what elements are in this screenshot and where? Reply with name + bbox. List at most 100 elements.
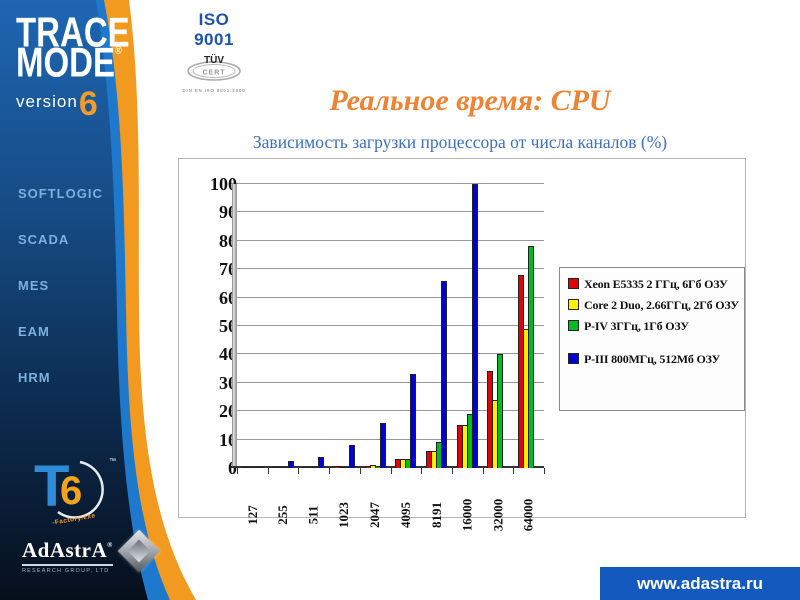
y-tick-label: 70 — [219, 259, 237, 280]
x-axis-tick — [298, 468, 300, 474]
gridline — [231, 211, 544, 213]
x-axis-tick — [513, 468, 515, 474]
svg-text:TÜV: TÜV — [204, 53, 224, 66]
bar-series2-cat9 — [528, 246, 535, 468]
tuv-cert-icon: TÜV CERT — [186, 52, 242, 87]
registered-mark: ® — [115, 44, 122, 57]
sidebar-panel — [0, 0, 148, 600]
y-tick-label: 80 — [219, 230, 237, 251]
bar-series3-cat4 — [379, 422, 386, 468]
sidebar-item-hrm[interactable]: HRM — [18, 370, 51, 385]
y-tick-label: 100 — [210, 174, 237, 194]
legend-marker — [568, 353, 579, 365]
plot-area: 0 10 20 30 40 50 60 70 80 90 100 — [210, 174, 545, 478]
x-axis-tick — [421, 468, 423, 474]
x-tick-label: 8191 — [428, 502, 444, 528]
x-axis-tick — [390, 468, 392, 474]
slide-title: Реальное время: CPU — [329, 84, 611, 117]
iso-9001-label: ISO 9001 — [194, 10, 234, 49]
gridline — [231, 381, 544, 383]
gridline — [231, 325, 544, 326]
legend-item-0: Xeon E5335 2 ГГц, 6Гб ОЗУ — [568, 277, 741, 291]
iso-9001-block: ISO 9001 TÜV CERT DIN EN ISO 9001:2000 — [177, 10, 251, 93]
sidebar-item-softlogic[interactable]: SOFTLOGIC — [18, 186, 103, 201]
bar-series3-cat7 — [471, 184, 478, 468]
t6-arc-icon — [57, 460, 104, 519]
bar-series3-cat5 — [410, 374, 417, 468]
t6-letter-t: T — [34, 454, 70, 519]
registered-mark: ® — [107, 541, 113, 549]
t6-factory-logo: T 6 ™ -Factory.exe — [32, 458, 116, 530]
y-tick-label: 40 — [219, 344, 237, 365]
x-tick-label: 1023 — [336, 502, 352, 528]
sidebar-item-mes[interactable]: MES — [18, 278, 50, 293]
x-axis-tick — [544, 468, 545, 474]
gridline — [231, 353, 544, 355]
gridline — [231, 268, 544, 270]
legend-marker — [568, 320, 579, 332]
y-tick-label: 10 — [219, 429, 237, 450]
y-tick-label: 30 — [219, 372, 237, 393]
x-axis-tick — [329, 468, 331, 474]
legend-label: P-III 800МГц, 512Мб ОЗУ — [584, 352, 721, 367]
bar-series2-cat8 — [497, 354, 504, 468]
adastra-logo: AdAstrA® RESEARCH GROUP, LTD — [22, 529, 161, 574]
cpu-load-chart: 0 10 20 30 40 50 60 70 80 90 100 127 255 511 1023 2047… — [178, 158, 746, 532]
x-axis-tick — [267, 468, 269, 474]
legend-label: Core 2 Duo, 2.66ГГц, 2Гб ОЗУ — [584, 298, 739, 313]
gridline — [231, 183, 544, 184]
sidebar-swoosh-graphic — [0, 0, 196, 600]
legend-item-1: Core 2 Duo, 2.66ГГц, 2Гб ОЗУ — [568, 298, 741, 312]
logo-version-number: 6 — [78, 84, 99, 123]
y-axis-line — [232, 184, 237, 468]
trademark-mark: ™ — [109, 458, 116, 465]
sidebar-menu: SOFTLOGIC SCADA MES EAM HRM — [18, 186, 103, 416]
y-tick-label: 60 — [219, 287, 237, 308]
sidebar-item-eam[interactable]: EAM — [18, 324, 50, 339]
chart-legend: Xeon E5335 2 ГГц, 6Гб ОЗУ Core 2 Duo, 2.6… — [559, 267, 745, 411]
x-axis-baseline — [231, 466, 544, 468]
website-url-bar[interactable]: www.adastra.ru — [600, 567, 800, 600]
logo-word-trace: TRACE — [16, 9, 130, 56]
t6-digit-six: 6 — [60, 469, 83, 513]
legend-marker — [568, 278, 579, 289]
x-tick-label: 32000 — [489, 498, 505, 532]
legend-marker — [568, 299, 579, 311]
logo-version: version6 — [16, 84, 99, 123]
trace-mode-logo: TRACE MODE® version6 — [16, 9, 130, 123]
adastra-name: AdAstrA® — [22, 538, 113, 566]
legend-item-2: P-IV 3ГГц, 1Гб ОЗУ — [568, 319, 741, 333]
x-axis-tick — [359, 468, 361, 474]
x-tick-label: 64000 — [520, 498, 536, 532]
legend-label: Xeon E5335 2 ГГц, 6Гб ОЗУ — [584, 277, 728, 291]
sidebar: TRACE MODE® version6 SOFTLOGIC SCADA MES… — [0, 0, 161, 600]
legend-item-3: P-III 800МГц, 512Мб ОЗУ — [568, 352, 741, 366]
gridline — [231, 410, 544, 412]
x-tick-label: 255 — [275, 505, 291, 525]
y-tick-label: 0 — [228, 458, 237, 478]
x-axis-tick — [482, 468, 484, 474]
x-axis-tick — [451, 468, 453, 474]
y-tick-label: 90 — [219, 202, 237, 223]
x-axis-tick — [237, 468, 238, 474]
gridline — [231, 296, 544, 298]
y-tick-label: 20 — [219, 401, 237, 422]
sidebar-item-scada[interactable]: SCADA — [18, 232, 70, 247]
x-tick-label: 511 — [305, 505, 321, 525]
x-tick-label: 127 — [244, 505, 260, 525]
bar-series3-cat3 — [348, 445, 355, 468]
adastra-subtext: RESEARCH GROUP, LTD — [22, 568, 110, 574]
gridline — [231, 438, 544, 440]
slide-subtitle: Зависимость загрузки процессора от числа… — [252, 132, 668, 152]
gridline — [231, 239, 544, 241]
din-iso-label: DIN EN ISO 9001:2000 — [182, 88, 246, 93]
x-axis-labels: 127 255 511 1023 2047 4095 8191 16000 32000 64000 — [237, 477, 544, 532]
x-tick-label: 2047 — [367, 502, 383, 528]
x-tick-label: 16000 — [459, 498, 475, 532]
y-tick-label: 50 — [219, 316, 237, 336]
bar-series3-cat0 — [256, 466, 263, 468]
x-tick-label: 4095 — [397, 502, 413, 528]
bar-series3-cat1 — [287, 460, 294, 468]
adastra-diamond-icon — [117, 529, 161, 573]
